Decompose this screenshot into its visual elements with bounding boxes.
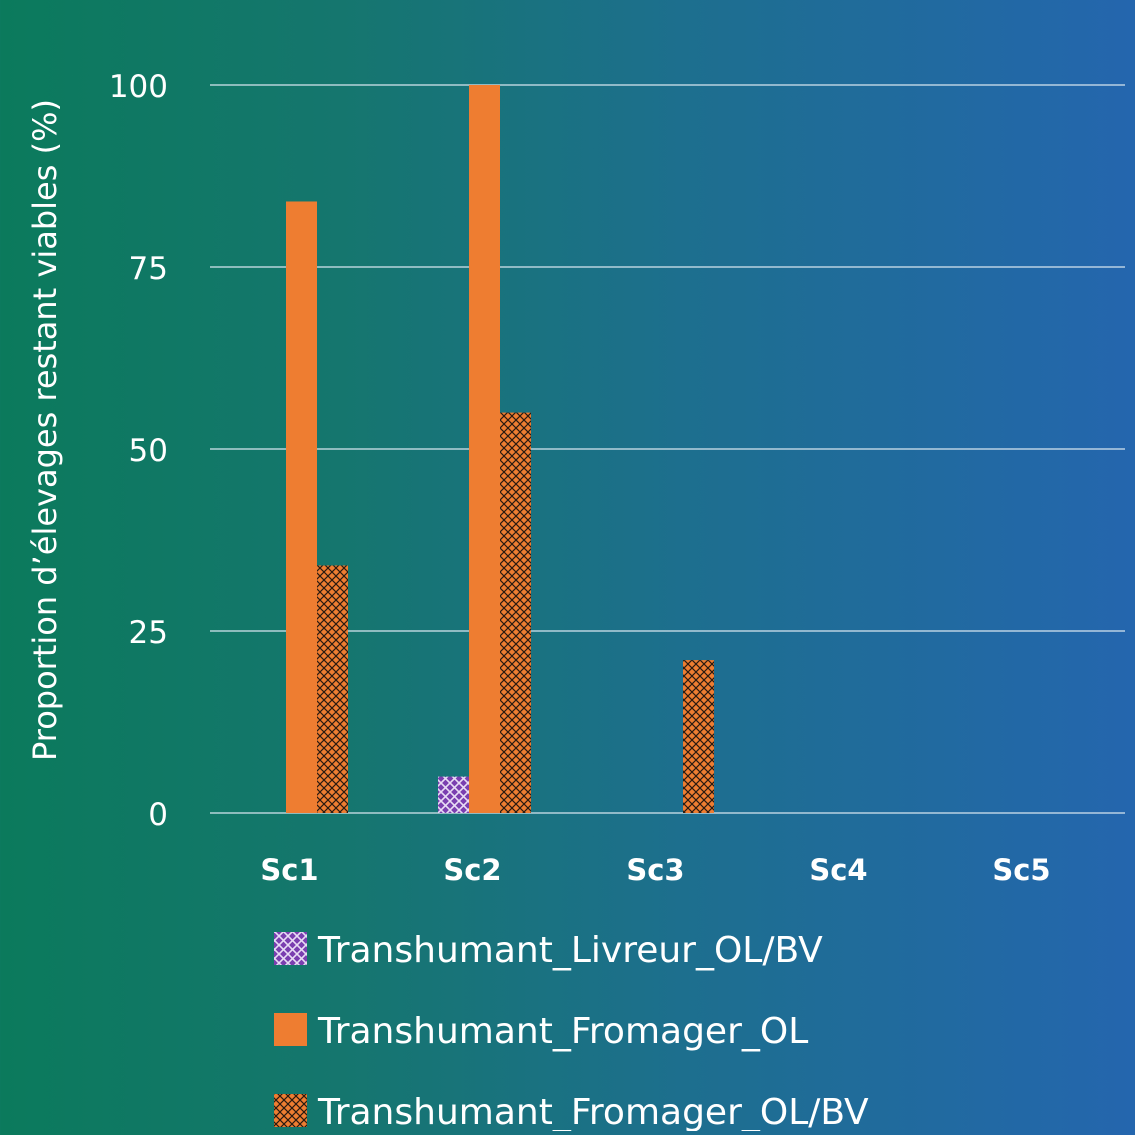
gridlines [210, 84, 1125, 814]
bar-sc3-series-2 [683, 660, 714, 813]
y-tick-label: 75 [129, 251, 168, 287]
x-tick-label: Sc2 [443, 853, 501, 887]
y-axis-label: Proportion d’élevages restant viables (%… [26, 99, 64, 761]
bar-sc1-series-1 [286, 201, 317, 814]
bar-sc2-series-1 [469, 85, 500, 813]
y-tick-label: 0 [148, 797, 168, 833]
y-tick-label: 100 [109, 69, 168, 105]
legend-label: Transhumant_Fromager_OL/BV [317, 1092, 869, 1131]
legend-label: Transhumant_Fromager_OL [317, 1011, 808, 1052]
legend-swatch [274, 1094, 307, 1127]
x-tick-label: Sc3 [626, 853, 684, 887]
legend-swatch [274, 1013, 307, 1046]
bar-sc2-series-2 [500, 412, 531, 813]
y-tick-labels: 0 25 50 75 100 [109, 69, 168, 833]
bars [286, 85, 714, 814]
x-tick-label: Sc5 [992, 853, 1050, 887]
x-tick-label: Sc1 [260, 853, 318, 887]
legend-label: Transhumant_Livreur_OL/BV [317, 930, 823, 971]
x-tick-labels: Sc1 Sc2 Sc3 Sc4 Sc5 [260, 853, 1050, 887]
legend-swatch [274, 932, 307, 965]
y-tick-label: 25 [129, 615, 168, 651]
legend: Transhumant_Livreur_OL/BV Transhumant_Fro… [274, 930, 869, 1133]
x-tick-label: Sc4 [809, 853, 867, 887]
y-tick-label: 50 [129, 433, 168, 469]
bar-sc2-series-0 [438, 776, 469, 813]
bar-sc1-series-2 [317, 565, 348, 813]
